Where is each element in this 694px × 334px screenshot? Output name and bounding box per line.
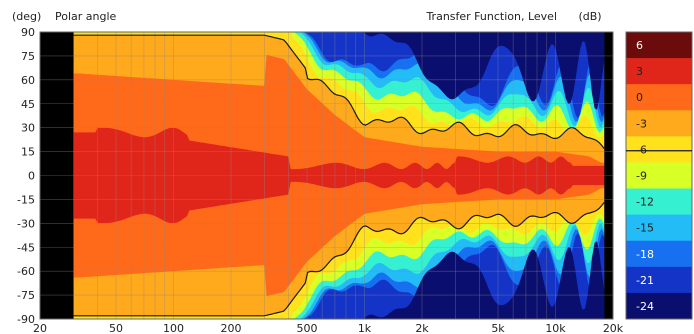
colorbar-cell: [626, 240, 692, 268]
x-axis-ticks: 20 50 100 200 500 1k 2k 5k 10k 20k: [33, 322, 624, 334]
colorbar-cell: [626, 266, 692, 294]
y-axis-title: Polar angle: [55, 10, 117, 23]
colorbar-title: Transfer Function, Level: [425, 10, 557, 23]
y-tick-label: 60: [21, 74, 35, 87]
x-tick-label: 500: [297, 322, 318, 334]
x-tick-label: 5k: [491, 322, 505, 334]
colorbar-unit: (dB): [578, 10, 601, 23]
x-tick-label: 20: [33, 322, 47, 334]
colorbar-cell: [626, 32, 692, 59]
colorbar-label: -9: [636, 170, 647, 183]
colorbar-label: 3: [636, 65, 643, 78]
contour-lines: [73, 34, 605, 317]
contour-minus6-top: [73, 34, 605, 149]
band-bottom--24: [73, 241, 605, 319]
y-tick-label: 75: [21, 50, 35, 63]
colorbar-label: -6: [636, 143, 647, 156]
colorbar-label: -12: [636, 196, 654, 209]
colorbar-frame: [625, 31, 693, 320]
x-tick-label: 100: [163, 322, 184, 334]
colorbar-cell: [626, 292, 692, 320]
y-tick-label: -45: [17, 241, 35, 254]
colorbar-cell: [626, 136, 692, 163]
contour-minus6-bottom: [73, 202, 605, 317]
y-tick-label: -75: [17, 289, 35, 302]
y-tick-label: 15: [21, 146, 35, 159]
colorbar-label: -18: [636, 248, 654, 261]
y-tick-label: 0: [28, 170, 35, 183]
x-tick-label: 10k: [545, 322, 566, 334]
x-tick-label: 2k: [415, 322, 429, 334]
y-axis-unit: (deg): [12, 10, 41, 23]
y-tick-label: -90: [17, 313, 35, 326]
colorbar-cell: [626, 84, 692, 111]
y-tick-label: 90: [21, 26, 35, 39]
y-axis-ticks: 90 75 60 45 30 15 0 -15 -30 -45 -60 -75 -90: [17, 26, 35, 326]
colorbar-label: -15: [636, 222, 654, 235]
y-tick-label: -15: [17, 193, 35, 206]
colorbar-cell: [626, 214, 692, 242]
y-tick-label: 45: [21, 98, 35, 111]
x-tick-label: 50: [109, 322, 123, 334]
colorbar-label: -21: [636, 274, 654, 287]
colorbar-cell: [626, 162, 692, 190]
x-tick-label: 20k: [603, 322, 624, 334]
x-tick-label: 1k: [358, 322, 372, 334]
y-tick-label: 30: [21, 122, 35, 135]
colorbar-label: 0: [636, 91, 643, 104]
colorbar-label: -24: [636, 300, 654, 313]
x-tick-label: 200: [221, 322, 242, 334]
colorbar-cell: [626, 58, 692, 85]
colorbar-cell: [626, 188, 692, 216]
heatmap-plot-area: [39, 31, 614, 320]
band-top--24: [73, 32, 605, 110]
plot-frame: [39, 31, 614, 320]
colorbar-cell: [626, 110, 692, 137]
y-tick-label: -60: [17, 265, 35, 278]
colorbar-label: 6: [636, 39, 643, 52]
colorbar: 6 3 0 -3 -6 -9 -12 -15 -18 -21 -24: [625, 31, 693, 320]
colorbar-label: -3: [636, 117, 647, 130]
y-tick-label: -30: [17, 217, 35, 230]
